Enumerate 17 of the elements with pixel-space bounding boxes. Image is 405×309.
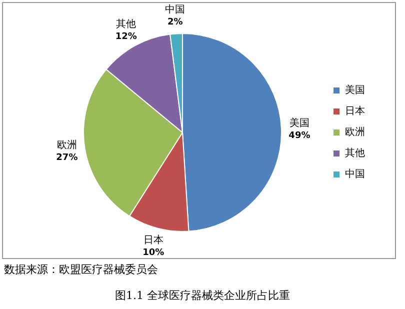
data-label: 12% — [115, 32, 137, 42]
legend-label: 美国 — [345, 84, 365, 96]
source-note: 数据来源：欧盟医疗器械委员会 — [4, 262, 158, 277]
data-label: 27% — [56, 152, 78, 163]
slice-label: 欧洲 — [56, 138, 77, 151]
legend-label: 其他 — [345, 147, 365, 160]
slice-label: 美国 — [289, 116, 310, 129]
slice-label: 中国 — [165, 4, 186, 16]
text: 图1.1 全球医疗器械类企业所占比重 — [114, 288, 291, 303]
legend-label: 中国 — [345, 168, 365, 180]
slice-label: 日本 — [143, 234, 164, 246]
legend-label: 欧洲 — [345, 126, 365, 138]
legend-label: 日本 — [345, 105, 365, 118]
data-label: 10% — [142, 248, 164, 258]
data-label: 49% — [288, 130, 310, 141]
data-label: 2% — [168, 18, 183, 28]
slice-label: 其他 — [116, 18, 136, 30]
